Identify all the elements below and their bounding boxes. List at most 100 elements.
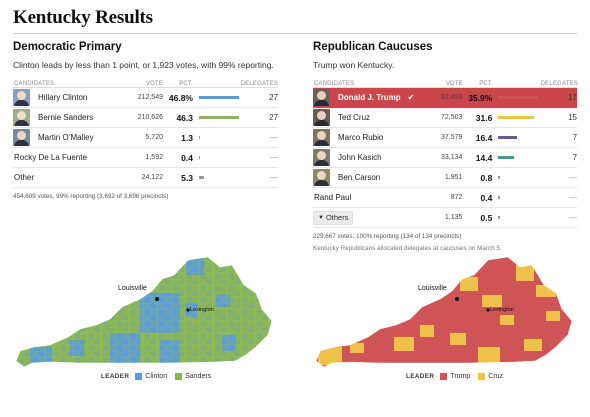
candidate-pct-bar xyxy=(498,196,500,199)
candidate-pct-bar xyxy=(199,156,201,159)
legend-swatch xyxy=(135,373,143,380)
header-vote: VOTE xyxy=(445,81,463,87)
candidate-pct: 1.3 xyxy=(181,132,193,143)
republican-panel: Republican Caucuses Trump won Kentucky. … xyxy=(313,41,578,252)
triangle-down-icon: ▼ xyxy=(318,214,324,221)
candidate-row: Bernie Sanders 210,626 46.3 27 xyxy=(13,108,278,128)
candidate-name: Rocky De La Fuente xyxy=(14,153,87,162)
republican-title: Republican Caucuses xyxy=(313,41,433,53)
legend-label: Trump xyxy=(450,373,471,380)
republican-city-louisville: Louisville xyxy=(418,285,447,292)
candidate-row: John Kasich 33,134 14.4 7 xyxy=(313,148,577,168)
candidate-pct: 31.6 xyxy=(475,112,493,123)
candidate-cell: Donald J. Trump ✔ xyxy=(313,88,423,107)
candidate-name: John Kasich xyxy=(338,153,382,162)
democratic-panel: Democratic Primary Clinton leads by less… xyxy=(13,41,278,200)
candidate-name: Marco Rubio xyxy=(338,133,384,142)
others-cell: ▼ Others xyxy=(313,208,423,227)
candidate-bar-cell xyxy=(492,176,539,179)
candidate-pct: 14.4 xyxy=(475,152,493,163)
others-bar-cell xyxy=(492,216,539,219)
candidate-votes: 1,951 xyxy=(444,174,463,181)
candidate-cell: Martin O’Malley xyxy=(13,128,123,147)
republican-summary: Trump won Kentucky. xyxy=(313,60,395,70)
others-bar xyxy=(498,216,500,219)
others-expand-button[interactable]: ▼ Others xyxy=(313,210,354,225)
candidate-name: Bernie Sanders xyxy=(38,113,94,122)
democratic-results-table: Hillary Clinton 212,549 46.8% 27 Bernie Sand… xyxy=(13,88,278,188)
candidate-delegates: 17 xyxy=(568,93,578,102)
democratic-county-map[interactable]: Louisville Lexington xyxy=(10,255,280,370)
republican-footnote: 229,667 votes, 100% reporting (134 of 13… xyxy=(313,233,462,240)
republican-county-map[interactable]: Louisville Lexington xyxy=(310,255,580,370)
candidate-delegates: — xyxy=(569,193,578,202)
candidate-photo xyxy=(13,89,30,106)
legend-label: Clinton xyxy=(145,373,168,380)
legend-swatch xyxy=(478,373,486,380)
candidate-delegates: 27 xyxy=(269,113,278,122)
democratic-city-louisville: Louisville xyxy=(118,285,147,292)
others-delegates: — xyxy=(569,213,578,222)
candidate-pct-bar xyxy=(498,156,515,159)
candidate-votes: 82,493 xyxy=(441,94,463,101)
candidate-photo xyxy=(313,89,330,106)
republican-results-table: Donald J. Trump ✔ 82,493 35.9% 17 Ted Cruz 72,… xyxy=(313,88,577,208)
legend-item-clinton: Clinton xyxy=(135,373,167,380)
candidate-cell: Rand Paul xyxy=(313,188,423,207)
candidate-name: Other xyxy=(14,173,35,182)
title-divider xyxy=(13,33,577,34)
candidate-pct: 0.4 xyxy=(480,192,493,203)
others-label: Others xyxy=(325,213,349,222)
candidate-row: Hillary Clinton 212,549 46.8% 27 xyxy=(13,88,278,108)
legend-item-sanders: Sanders xyxy=(175,373,211,380)
candidate-bar-cell xyxy=(492,96,539,99)
democratic-title: Democratic Primary xyxy=(13,41,122,53)
candidate-bar-cell xyxy=(193,116,240,119)
candidate-cell: John Kasich xyxy=(313,148,423,167)
republican-table-header: CANDIDATES VOTE PCT. DELEGATES xyxy=(313,75,578,88)
candidate-row: Rocky De La Fuente 1,592 0.4 — xyxy=(13,148,278,168)
candidate-votes: 33,134 xyxy=(441,154,463,161)
candidate-photo xyxy=(313,169,330,186)
democratic-map-svg xyxy=(15,256,273,368)
header-delegates: DELEGATES xyxy=(540,81,578,87)
header-candidates: CANDIDATES xyxy=(14,81,55,87)
candidate-votes: 24,122 xyxy=(141,174,163,181)
candidate-pct-bar xyxy=(199,96,239,99)
candidate-pct: 0.4 xyxy=(181,152,193,163)
legend-label: Cruz xyxy=(488,373,504,380)
candidate-delegates: — xyxy=(270,173,278,182)
checkmark-icon: ✔ xyxy=(407,93,415,102)
header-pct: PCT. xyxy=(179,81,193,87)
candidate-name: Rand Paul xyxy=(314,193,352,202)
candidate-bar-cell xyxy=(193,176,240,179)
republican-city-lexington: Lexington xyxy=(490,307,514,313)
candidate-photo xyxy=(313,149,330,166)
cruz-counties xyxy=(318,265,560,365)
candidate-pct-bar xyxy=(498,136,517,139)
candidate-pct-bar xyxy=(498,176,500,179)
candidate-row: Other 24,122 5.3 — xyxy=(13,168,278,188)
candidate-delegates: 15 xyxy=(568,113,578,122)
candidate-pct-bar xyxy=(498,96,539,99)
header-candidates: CANDIDATES xyxy=(314,81,355,87)
candidate-cell: Ted Cruz xyxy=(313,108,423,127)
candidate-photo xyxy=(313,129,330,146)
candidate-votes: 5,720 xyxy=(145,134,163,141)
candidate-cell: Ben Carson xyxy=(313,168,423,187)
candidate-pct: 46.8% xyxy=(168,92,193,103)
candidate-cell: Bernie Sanders xyxy=(13,108,123,127)
candidate-bar-cell xyxy=(492,196,539,199)
candidate-delegates: — xyxy=(270,133,278,142)
candidate-votes: 72,503 xyxy=(441,114,463,121)
candidate-photo xyxy=(13,129,30,146)
candidate-row: Ted Cruz 72,503 31.6 15 xyxy=(313,108,577,128)
candidate-votes: 872 xyxy=(450,194,463,201)
candidate-bar-cell xyxy=(193,156,240,159)
candidate-votes: 210,626 xyxy=(137,114,163,121)
page-title: Kentucky Results xyxy=(13,7,153,28)
candidate-delegates: 27 xyxy=(269,93,278,102)
candidate-cell: Other xyxy=(13,168,123,187)
democratic-map-legend: LEADER Clinton Sanders xyxy=(101,373,219,380)
candidate-delegates: — xyxy=(270,153,278,162)
